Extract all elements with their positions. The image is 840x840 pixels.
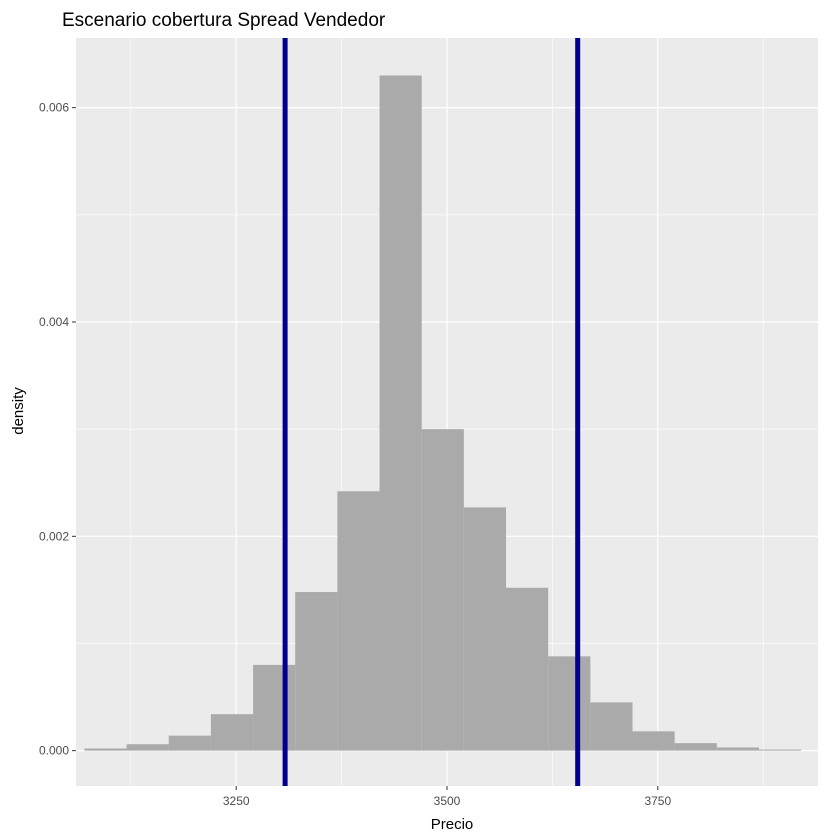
histogram-bar (126, 744, 169, 751)
histogram-bar (590, 702, 633, 751)
chart-title: Escenario cobertura Spread Vendedor (62, 10, 386, 31)
histogram-bar (210, 714, 254, 751)
histogram-bar (632, 731, 675, 751)
histogram-bar (548, 656, 591, 751)
x-tick-label: 3500 (434, 794, 461, 808)
x-tick-label: 3750 (644, 794, 671, 808)
histogram-bar (463, 507, 507, 751)
histogram-bar (506, 587, 549, 751)
y-tick-label: 0.006 (39, 101, 69, 115)
x-axis-title: Precio (431, 816, 474, 833)
y-axis-title: density (10, 387, 27, 435)
histogram-bars (84, 75, 802, 751)
y-tick-label: 0.004 (39, 315, 69, 329)
histogram-bar (84, 748, 127, 751)
histogram-bar (295, 592, 338, 751)
histogram-bar (379, 75, 422, 751)
x-tick-label: 3250 (223, 794, 250, 808)
axes: 3250 3500 3750 0.000 0.002 0.004 0.006 (39, 101, 671, 808)
histogram-bar (758, 749, 802, 751)
histogram-bar (337, 491, 380, 751)
y-tick-label: 0.002 (39, 529, 69, 543)
histogram-bar (674, 743, 717, 751)
reference-lines (282, 38, 581, 786)
histogram-bar (421, 429, 464, 751)
histogram-bar (716, 747, 759, 751)
histogram-bar (253, 664, 296, 751)
histogram-bar (168, 735, 211, 751)
y-tick-label: 0.000 (39, 744, 69, 758)
